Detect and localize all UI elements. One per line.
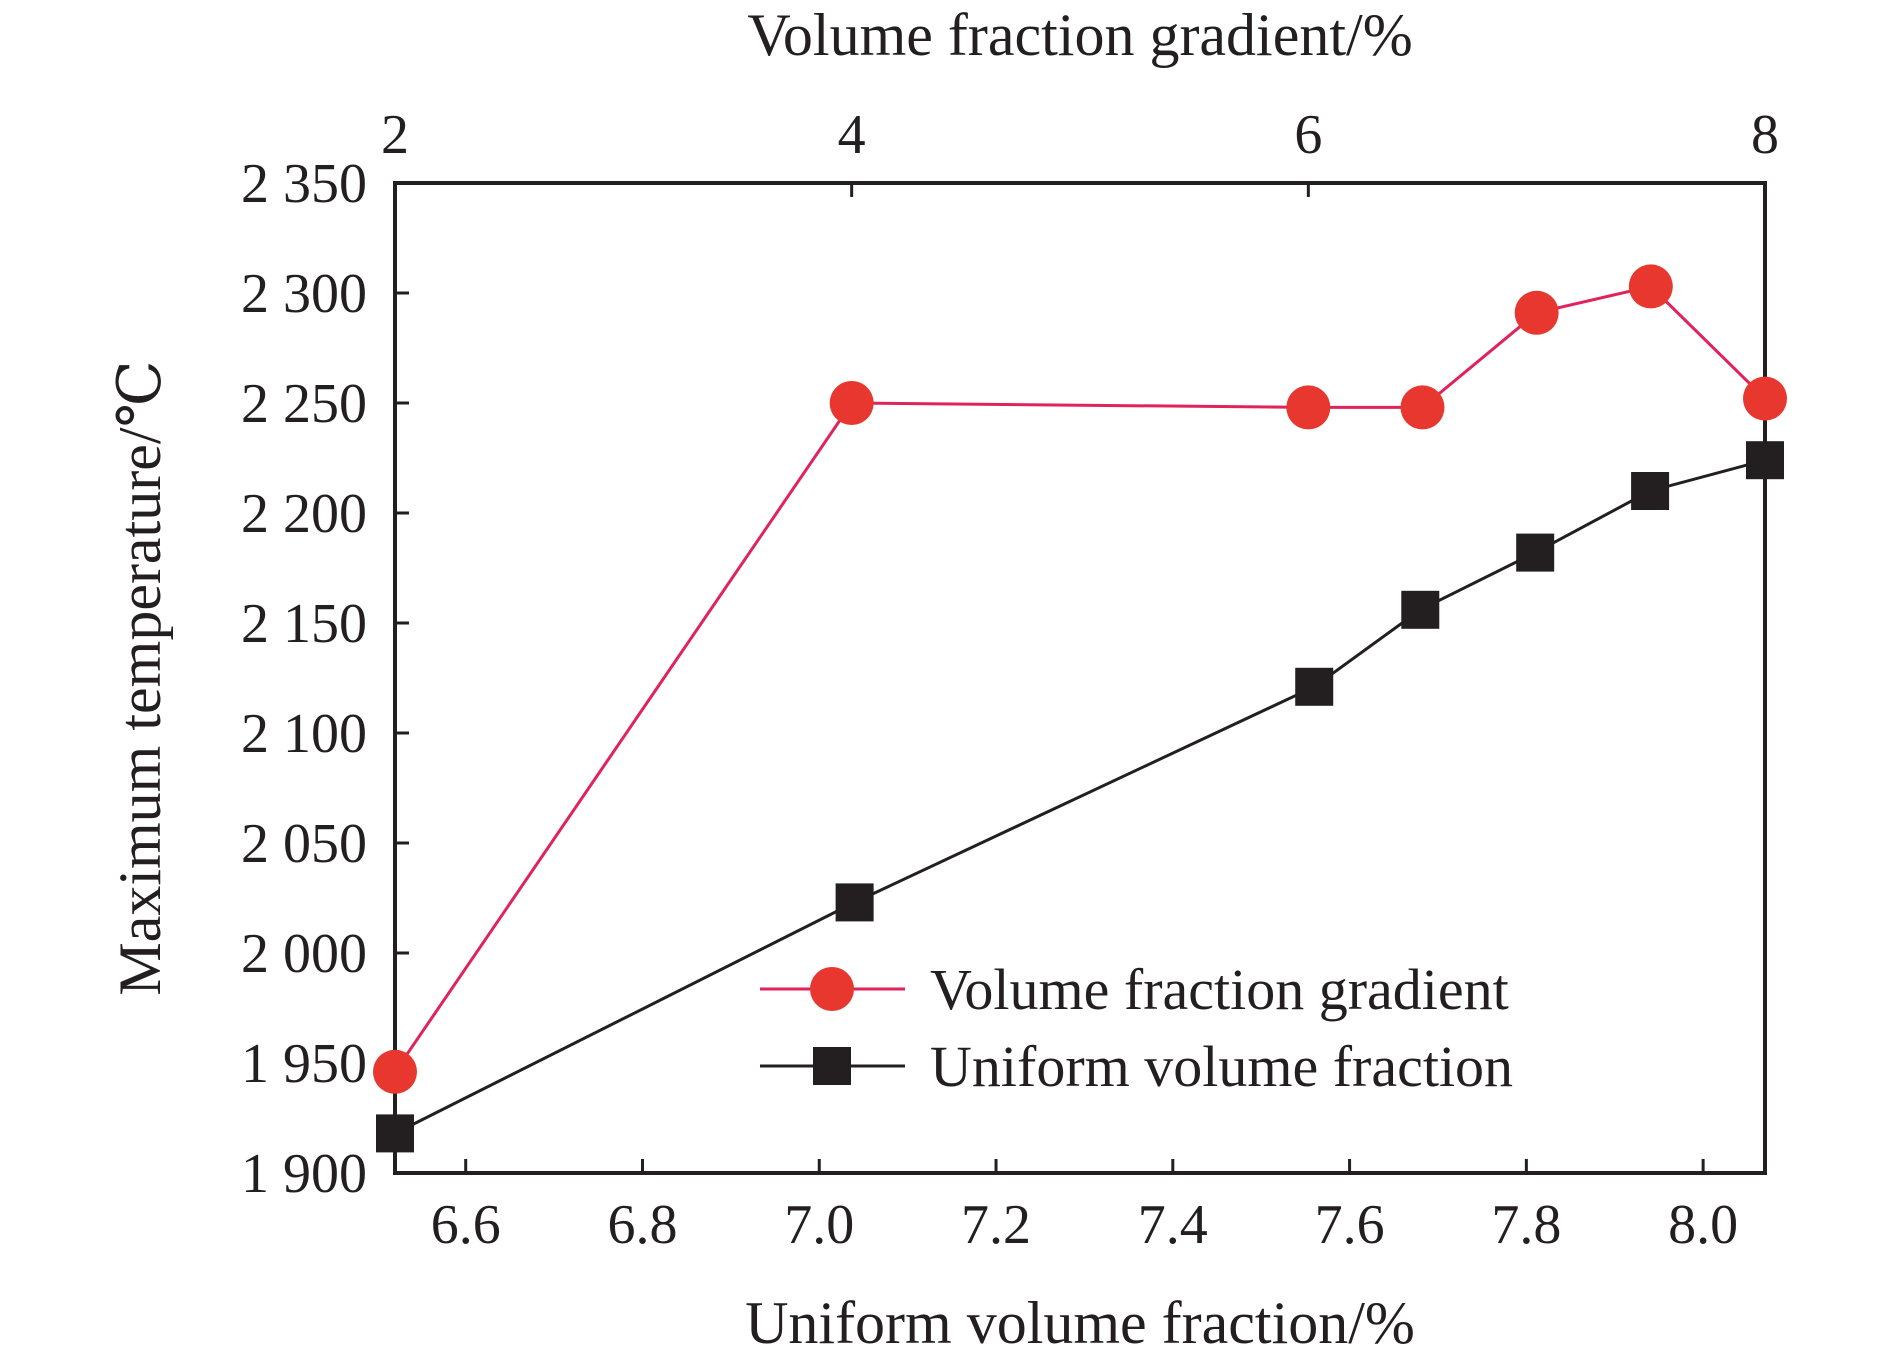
data-point-gradient	[1514, 290, 1559, 335]
x-top-tick-label: 2	[381, 104, 409, 166]
data-point-gradient	[373, 1049, 417, 1094]
x-top-axis-title: Volume fraction gradient/%	[747, 2, 1412, 68]
x-bottom-tick-label: 7.8	[1491, 1194, 1561, 1256]
x-top-tick-label: 6	[1294, 104, 1322, 166]
legend-label-uniform: Uniform volume fraction	[930, 1034, 1513, 1099]
series-markers	[373, 264, 1787, 1153]
x-bottom-tick-label: 7.6	[1315, 1194, 1385, 1256]
series-line-uniform	[394, 458, 1766, 1135]
data-point-uniform	[1631, 472, 1670, 510]
legend: Volume fraction gradient Uniform volume …	[760, 957, 1513, 1099]
data-point-gradient	[1743, 376, 1787, 421]
y-tick-label: 2 300	[241, 263, 367, 325]
y-tick-label: 2 350	[241, 153, 367, 215]
data-point-uniform	[835, 883, 874, 922]
y-tick-label: 2 250	[241, 373, 367, 435]
y-tick-label: 1 900	[241, 1143, 367, 1205]
x-bottom-tick-label: 7.4	[1138, 1194, 1208, 1256]
y-tick-label: 1 950	[241, 1033, 367, 1095]
x-top-tick-label: 8	[1751, 104, 1779, 166]
data-point-gradient	[1400, 385, 1445, 430]
x-bottom-tick-label: 8.0	[1668, 1194, 1738, 1256]
x-bottom-tick-label: 7.2	[961, 1194, 1031, 1256]
data-point-uniform	[1746, 441, 1784, 480]
x-bottom-tick-label: 7.0	[784, 1194, 854, 1256]
x-bottom-axis-title: Uniform volume fraction/%	[745, 1290, 1415, 1356]
plot-frame	[393, 181, 1767, 1175]
legend-marker-uniform	[813, 1047, 851, 1085]
x-top-tick-label: 4	[838, 104, 866, 166]
legend-label-gradient: Volume fraction gradient	[930, 957, 1509, 1022]
data-point-uniform	[1295, 667, 1334, 706]
series-line-gradient	[393, 284, 1767, 1073]
data-point-gradient	[1286, 385, 1331, 430]
legend-marker-gradient	[810, 967, 854, 1011]
y-axis-title: Maximum temperature/℃	[107, 360, 173, 995]
y-tick-label: 2 200	[241, 483, 367, 545]
y-tick-label: 2 050	[241, 813, 367, 875]
data-point-uniform	[376, 1114, 414, 1153]
data-point-gradient	[829, 381, 874, 425]
data-point-gradient	[1628, 264, 1673, 309]
y-tick-label: 2 100	[241, 703, 367, 765]
x-bottom-tick-label: 6.8	[607, 1194, 677, 1256]
y-tick-label: 2 150	[241, 593, 367, 655]
y-tick-label: 2 000	[241, 923, 367, 985]
data-point-uniform	[1401, 590, 1440, 629]
x-bottom-tick-label: 6.6	[431, 1194, 501, 1256]
ticks: 1 900 1 950 2 000 2 050 2 100 2 150 2 200 2 250…	[241, 104, 1779, 1256]
data-point-uniform	[1516, 533, 1555, 572]
